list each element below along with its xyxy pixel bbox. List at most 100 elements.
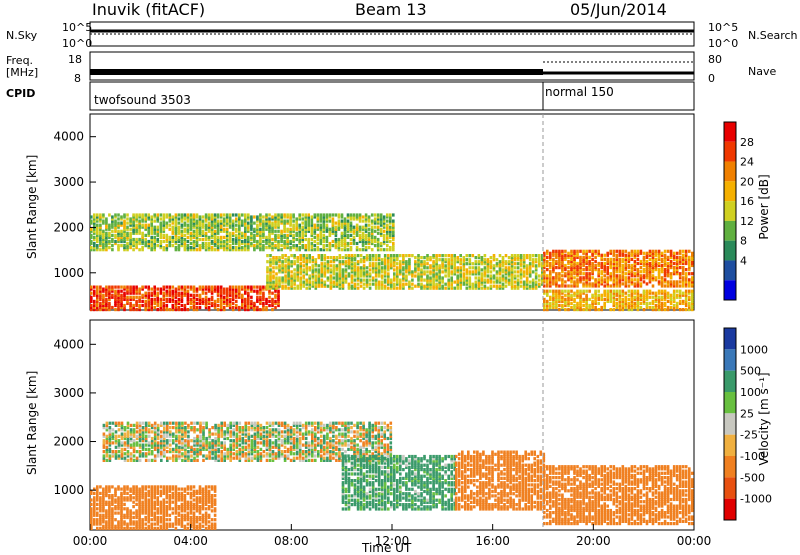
data-cell	[496, 270, 499, 273]
data-cell	[114, 220, 117, 223]
data-cell	[357, 283, 360, 286]
data-cell	[114, 505, 117, 508]
data-cell	[278, 264, 281, 267]
data-cell	[411, 279, 414, 282]
data-cell	[643, 252, 646, 255]
data-cell	[190, 232, 193, 235]
data-cell	[214, 514, 217, 517]
data-cell	[350, 246, 353, 249]
data-cell	[363, 264, 366, 267]
data-cell	[266, 274, 269, 277]
data-cell	[172, 244, 175, 247]
data-cell	[199, 516, 202, 519]
data-cell	[649, 250, 652, 253]
data-cell	[193, 213, 196, 216]
data-cell	[112, 422, 115, 425]
data-cell	[520, 285, 523, 288]
data-cell	[190, 242, 193, 245]
data-cell	[126, 496, 129, 499]
data-cell	[320, 248, 323, 251]
data-cell	[619, 250, 622, 253]
data-cell	[499, 276, 502, 279]
data-cell	[187, 236, 190, 239]
data-cell	[120, 230, 123, 233]
data-cell	[184, 286, 187, 289]
data-cell	[517, 270, 520, 273]
data-cell	[281, 285, 284, 288]
data-cell	[354, 279, 357, 282]
data-cell	[481, 268, 484, 271]
data-cell	[378, 281, 381, 284]
data-cell	[123, 496, 126, 499]
data-cell	[169, 494, 172, 497]
data-cell	[514, 270, 517, 273]
data-cell	[247, 292, 250, 295]
data-cell	[520, 254, 523, 257]
data-cell	[628, 284, 631, 287]
data-cell	[141, 246, 144, 249]
data-cell	[487, 287, 490, 290]
data-cell	[616, 298, 619, 301]
data-cell	[109, 426, 112, 429]
data-cell	[117, 230, 120, 233]
data-cell	[318, 254, 321, 257]
data-cell	[493, 274, 496, 277]
data-cell	[312, 256, 315, 259]
data-cell	[302, 254, 305, 257]
data-cell	[591, 276, 594, 279]
data-cell	[169, 523, 172, 526]
data-cell	[484, 254, 487, 257]
data-cell	[582, 308, 585, 311]
data-cell	[597, 290, 600, 293]
data-cell	[153, 523, 156, 526]
data-cell	[420, 260, 423, 263]
data-cell	[208, 490, 211, 493]
data-cell	[368, 228, 371, 231]
data-cell	[286, 213, 289, 216]
data-cell	[616, 302, 619, 305]
data-cell	[387, 272, 390, 275]
data-cell	[609, 272, 612, 275]
data-cell	[120, 286, 123, 289]
data-cell	[353, 226, 356, 229]
data-cell	[429, 264, 432, 267]
data-cell	[552, 258, 555, 261]
data-cell	[502, 268, 505, 271]
data-cell	[466, 287, 469, 290]
data-cell	[484, 258, 487, 261]
data-cell	[383, 215, 386, 218]
data-cell	[573, 280, 576, 283]
data-cell	[356, 246, 359, 249]
data-cell	[347, 242, 350, 245]
data-cell	[359, 234, 362, 237]
data-cell	[661, 290, 664, 293]
data-cell	[320, 224, 323, 227]
data-cell	[517, 254, 520, 257]
data-cell	[679, 284, 682, 287]
data-cell	[411, 270, 414, 273]
data-cell	[217, 213, 220, 216]
data-cell	[564, 254, 567, 257]
data-cell	[175, 246, 178, 249]
data-cell	[344, 217, 347, 220]
data-cell	[691, 290, 694, 293]
data-cell	[256, 306, 259, 309]
data-cell	[287, 287, 290, 290]
data-cell	[298, 213, 301, 216]
data-cell	[150, 518, 153, 521]
data-cell	[292, 220, 295, 223]
data-cell	[312, 281, 315, 284]
data-cell	[357, 266, 360, 269]
data-cell	[384, 285, 387, 288]
data-cell	[132, 520, 135, 523]
data-cell	[561, 304, 564, 307]
data-cell	[365, 234, 368, 237]
data-cell	[144, 234, 147, 237]
data-cell	[109, 454, 112, 457]
data-cell	[450, 270, 453, 273]
data-cell	[117, 290, 120, 293]
data-cell	[317, 242, 320, 245]
data-cell	[603, 284, 606, 287]
data-cell	[350, 242, 353, 245]
data-cell	[117, 485, 120, 488]
